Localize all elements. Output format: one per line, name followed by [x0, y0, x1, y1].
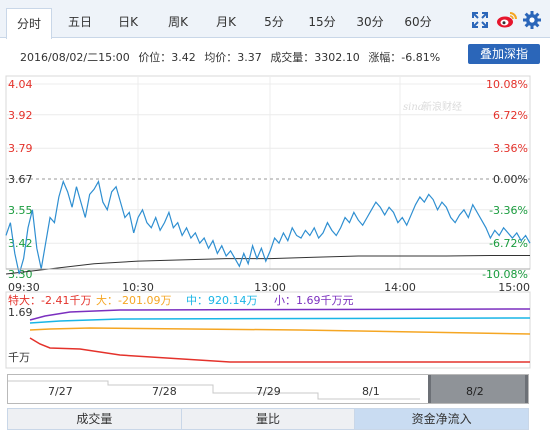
- percent-axis-label: 6.72%: [493, 109, 528, 122]
- tab-daily-k[interactable]: 日K: [118, 15, 138, 29]
- date-label: 7/27: [48, 385, 73, 398]
- tab-5min[interactable]: 5分: [264, 15, 284, 29]
- tab-volume-ratio[interactable]: 量比: [181, 409, 356, 429]
- percent-axis-label: 0.00%: [493, 173, 528, 186]
- tab-15min[interactable]: 15分: [308, 15, 336, 29]
- tab-monthly-k[interactable]: 月K: [216, 15, 236, 29]
- period-tab-bar: 分时 五日 日K 周K 月K 5分 15分 30分 60分: [0, 0, 550, 39]
- time-axis-label: 15:00: [498, 281, 530, 294]
- flow-legend-item: 大：-201.09万: [96, 293, 171, 307]
- tab-weekly-k[interactable]: 周K: [168, 15, 188, 29]
- indicator-tab-bar: 成交量 量比 资金净流入: [7, 408, 529, 430]
- quote-info-line: 2016/08/02/二15:00 价位：3.42 均价：3.37 成交量：33…: [20, 49, 445, 65]
- sina-logo: sina: [403, 102, 424, 113]
- tab-five-day[interactable]: 五日: [67, 15, 92, 29]
- date-range-selector[interactable]: [428, 375, 528, 403]
- date-bar-mini-chart: [8, 380, 420, 400]
- quote-datetime: 2016/08/02/二15:00: [20, 51, 130, 64]
- date-label: 8/1: [362, 385, 380, 398]
- flow-axis-top: 1.69: [8, 306, 33, 319]
- flow-small-line: [29, 308, 531, 321]
- tab-net-inflow[interactable]: 资金净流入: [355, 409, 529, 429]
- date-label: 7/28: [152, 385, 177, 398]
- price-axis-label: 3.79: [8, 142, 33, 155]
- date-label: 8/2: [466, 385, 484, 398]
- price-axis-label: 3.42: [8, 237, 33, 250]
- percent-axis-label: -6.72%: [489, 237, 528, 250]
- overlay-index-button[interactable]: 叠加深指: [468, 44, 540, 64]
- price-axis-label: 3.92: [8, 109, 33, 122]
- flow-legend-item: 特大：-2.41千万: [8, 293, 91, 307]
- flow-axis-unit: 千万: [8, 351, 30, 364]
- percent-axis-label: -3.36%: [489, 204, 528, 217]
- time-axis-label: 14:00: [384, 281, 416, 294]
- time-axis-label: 10:30: [122, 281, 154, 294]
- price-line: [5, 179, 531, 275]
- quote-change: 涨幅：-6.81%: [368, 51, 441, 64]
- price-axis-label: 4.04: [8, 78, 33, 91]
- tab-30min[interactable]: 30分: [356, 15, 384, 29]
- tab-volume[interactable]: 成交量: [8, 409, 182, 429]
- percent-axis-label: 3.36%: [493, 142, 528, 155]
- watermark-text: 新浪财经: [422, 100, 462, 113]
- price-axis-label: 3.67: [8, 173, 33, 186]
- date-range-bar[interactable]: 7/27 7/28 7/29 8/1 8/2: [7, 374, 529, 404]
- flow-large-line: [29, 327, 531, 335]
- average-price-line: [5, 255, 530, 275]
- flow-medium-line: [29, 317, 531, 324]
- watermark: sina 新浪财经: [403, 100, 462, 113]
- percent-axis-label: -10.08%: [482, 268, 528, 281]
- intraday-chart: sina 新浪财经 4.043.923.793.673.553.423.30 1…: [5, 75, 531, 369]
- quote-price: 价位：3.42: [138, 51, 196, 64]
- percent-axis-label: 10.08%: [486, 78, 528, 91]
- flow-legend-item: 中：920.14万: [186, 294, 258, 307]
- quote-average: 均价：3.37: [204, 51, 262, 64]
- tab-intraday[interactable]: 分时: [6, 8, 52, 39]
- fullscreen-icon[interactable]: [470, 10, 490, 30]
- weibo-icon[interactable]: [496, 10, 517, 30]
- date-label: 7/29: [256, 385, 281, 398]
- price-axis-label: 3.55: [8, 204, 33, 217]
- gear-icon[interactable]: [522, 10, 542, 30]
- time-axis-label: 09:30: [8, 281, 40, 294]
- flow-legend-item: 小：1.69千万元: [274, 294, 354, 307]
- quote-volume: 成交量：3302.10: [270, 51, 360, 64]
- tab-60min[interactable]: 60分: [404, 15, 432, 29]
- time-axis-label: 13:00: [254, 281, 286, 294]
- flow-chart-frame: [5, 291, 531, 369]
- flow-extra-large-line: [29, 337, 530, 363]
